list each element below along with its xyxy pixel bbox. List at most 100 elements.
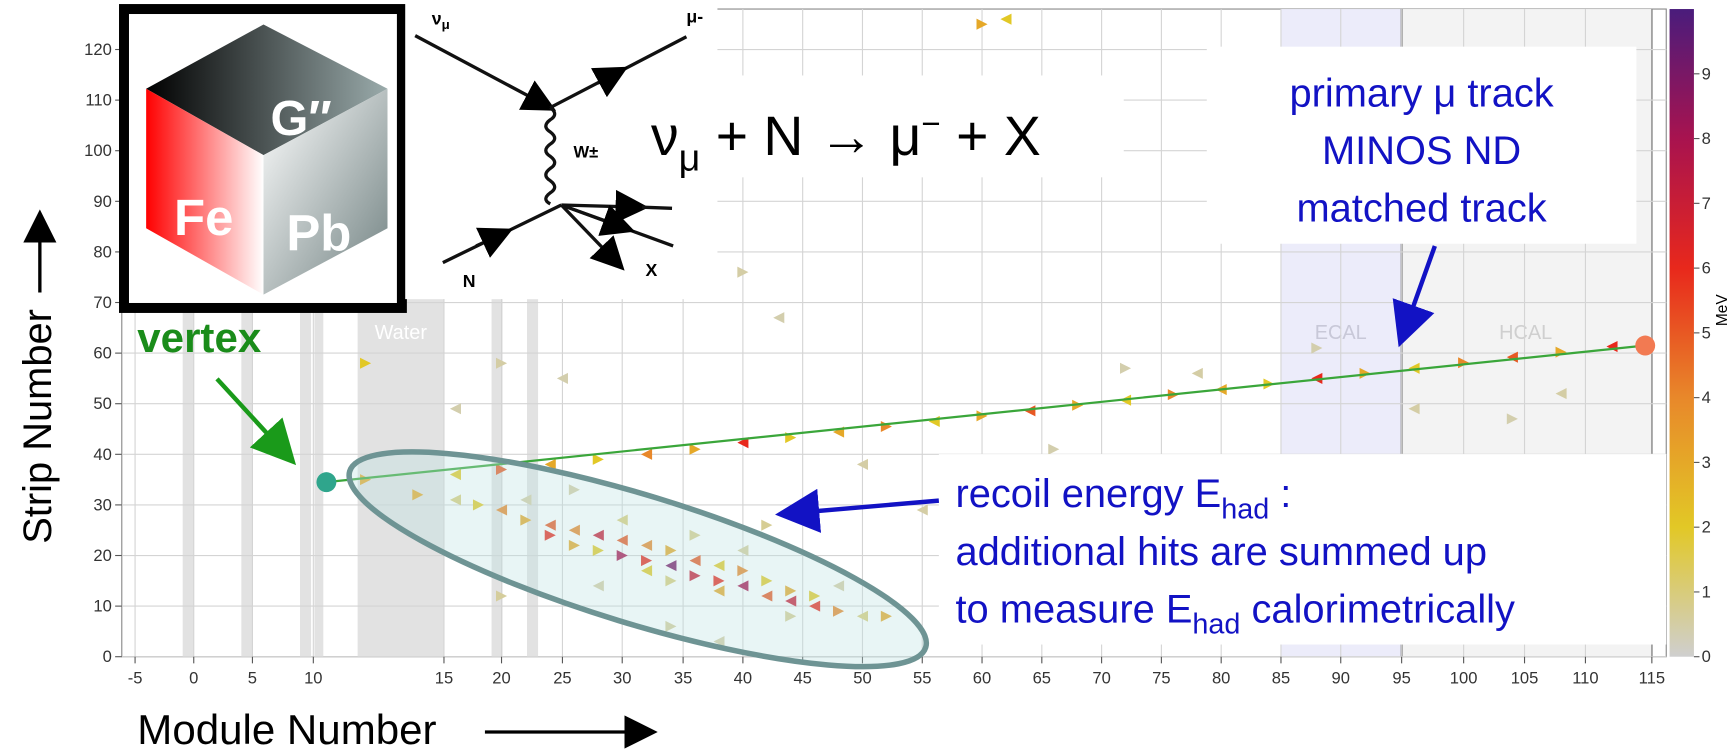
target-band <box>182 299 194 657</box>
hit <box>496 590 508 602</box>
hit <box>976 18 988 30</box>
hit <box>737 437 749 449</box>
colorbar-tick-label: 5 <box>1702 323 1711 342</box>
colorbar: 0 1 2 3 4 5 6 7 8 9 MeV <box>1669 9 1731 666</box>
annotation-arrow <box>1392 245 1437 348</box>
x-tick-label: 110 <box>1572 668 1598 687</box>
colorbar-scale <box>1669 9 1694 657</box>
x-tick-label: 90 <box>1332 668 1350 687</box>
hit <box>360 474 372 486</box>
x-tick-label: 80 <box>1212 668 1230 687</box>
annotation: to measure Ehad calorimetrically <box>955 587 1515 640</box>
hit <box>737 565 749 577</box>
hit <box>449 403 462 415</box>
colorbar-tick-label: 0 <box>1702 647 1711 666</box>
hit <box>761 590 773 602</box>
hit <box>616 514 628 526</box>
feynman-line <box>414 34 557 111</box>
hit <box>544 458 556 470</box>
hit <box>568 484 580 496</box>
hit <box>1048 443 1060 455</box>
annotation-part: recoil energy E <box>955 472 1221 516</box>
hit <box>689 443 701 455</box>
hit <box>713 575 725 587</box>
y-axis-label: Strip Number <box>16 309 60 544</box>
feynman-arrow <box>590 66 629 98</box>
logo-fe <box>146 88 264 295</box>
reaction-box <box>636 75 1124 178</box>
y-tick-label: 110 <box>85 91 111 110</box>
reaction-part: + X <box>941 105 1041 167</box>
hit <box>689 555 701 567</box>
reaction: νμ + N → μ− + X <box>651 105 1041 179</box>
colorbar-tick-label: 9 <box>1702 64 1711 83</box>
y-tick-label: 80 <box>93 242 111 261</box>
target-band <box>491 299 503 657</box>
logo-text: Fe <box>174 189 233 246</box>
hit <box>809 590 821 602</box>
label-part: ν <box>432 9 442 29</box>
x-tick-label: 95 <box>1392 668 1410 687</box>
hit <box>773 312 785 324</box>
annotation-arrow <box>775 488 940 533</box>
hit <box>1555 388 1567 400</box>
hit <box>1191 367 1203 379</box>
hit <box>544 519 556 531</box>
hit <box>568 539 580 551</box>
y-tick-label: 60 <box>93 344 111 363</box>
hit <box>412 489 424 501</box>
y-tick-label: 10 <box>93 597 111 616</box>
y-tick-label: 90 <box>93 192 111 211</box>
hit <box>592 453 604 465</box>
x-tick-label: 55 <box>913 668 931 687</box>
hit <box>496 504 508 516</box>
x-tick-label: 35 <box>674 668 692 687</box>
logo-pb <box>263 88 388 295</box>
hit <box>785 585 797 597</box>
hit <box>856 458 868 470</box>
hit <box>592 529 604 541</box>
x-tick-label: 25 <box>553 668 571 687</box>
hit <box>713 560 725 572</box>
annotation-part: had <box>1221 493 1269 525</box>
hit <box>665 575 677 587</box>
hit <box>665 560 677 572</box>
w-boson <box>544 106 557 206</box>
x-tick-label: 40 <box>734 668 752 687</box>
hit <box>761 575 773 587</box>
feynman-label: μ- <box>686 6 703 26</box>
hit <box>880 610 892 622</box>
track-end <box>1635 335 1656 356</box>
x-tick-label: 85 <box>1272 668 1290 687</box>
hit <box>665 544 677 556</box>
annotation: primary μ track <box>1289 71 1553 115</box>
x-tick-label: 0 <box>189 668 198 687</box>
colorbar-tick-label: 6 <box>1702 259 1711 278</box>
annotation: matched track <box>1296 187 1546 231</box>
x-tick-label: 65 <box>1033 668 1051 687</box>
x-tick-label: 115 <box>1639 668 1665 687</box>
hit <box>641 539 653 551</box>
hit <box>665 620 677 632</box>
overlay: G″ Fe Pb νμ μ- W± N X νμ + N → μ− + X pr… <box>16 0 1731 751</box>
annotation: vertex <box>137 314 262 361</box>
hit <box>641 448 653 460</box>
feynman-arrow <box>560 203 636 236</box>
target-band <box>241 299 253 657</box>
hit <box>833 605 845 617</box>
feynman-arrow <box>475 227 514 258</box>
hit <box>616 549 628 562</box>
annotation-part: : <box>1269 472 1291 516</box>
x-axis-label: Module Number <box>137 706 436 751</box>
hit <box>449 494 462 506</box>
feynman-label: X <box>645 260 657 280</box>
hit <box>1408 403 1420 415</box>
hit <box>641 555 653 567</box>
hit <box>1119 362 1132 374</box>
hit <box>856 610 868 622</box>
colorbar-label: MeV <box>1714 294 1731 327</box>
hit <box>360 357 372 369</box>
hit <box>761 519 773 531</box>
x-tick-label: 45 <box>793 668 811 687</box>
x-tick-label: 5 <box>248 668 257 687</box>
